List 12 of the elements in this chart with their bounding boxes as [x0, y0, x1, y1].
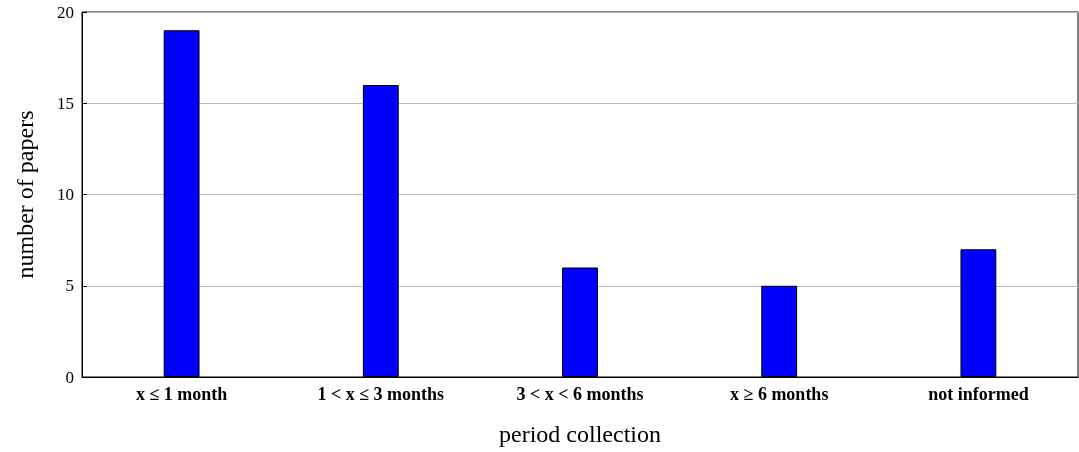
x-tick-label: 3 < x < 6 months	[516, 384, 644, 404]
y-tick-label: 10	[57, 185, 74, 204]
y-tick-label: 0	[65, 367, 74, 387]
x-tick-label: not informed	[928, 384, 1029, 404]
y-tick-label: 5	[65, 276, 74, 296]
x-tick-label: x ≤ 1 month	[135, 384, 228, 404]
y-tick-label: 20	[57, 2, 74, 22]
x-tick-label: x ≥ 6 months	[730, 384, 829, 404]
y-axis-title: number of papers	[12, 110, 38, 279]
x-tick-label: 1 < x ≤ 3 months	[317, 384, 445, 404]
y-tick-label: 15	[57, 93, 74, 113]
x-axis-title: period collection	[499, 421, 661, 447]
